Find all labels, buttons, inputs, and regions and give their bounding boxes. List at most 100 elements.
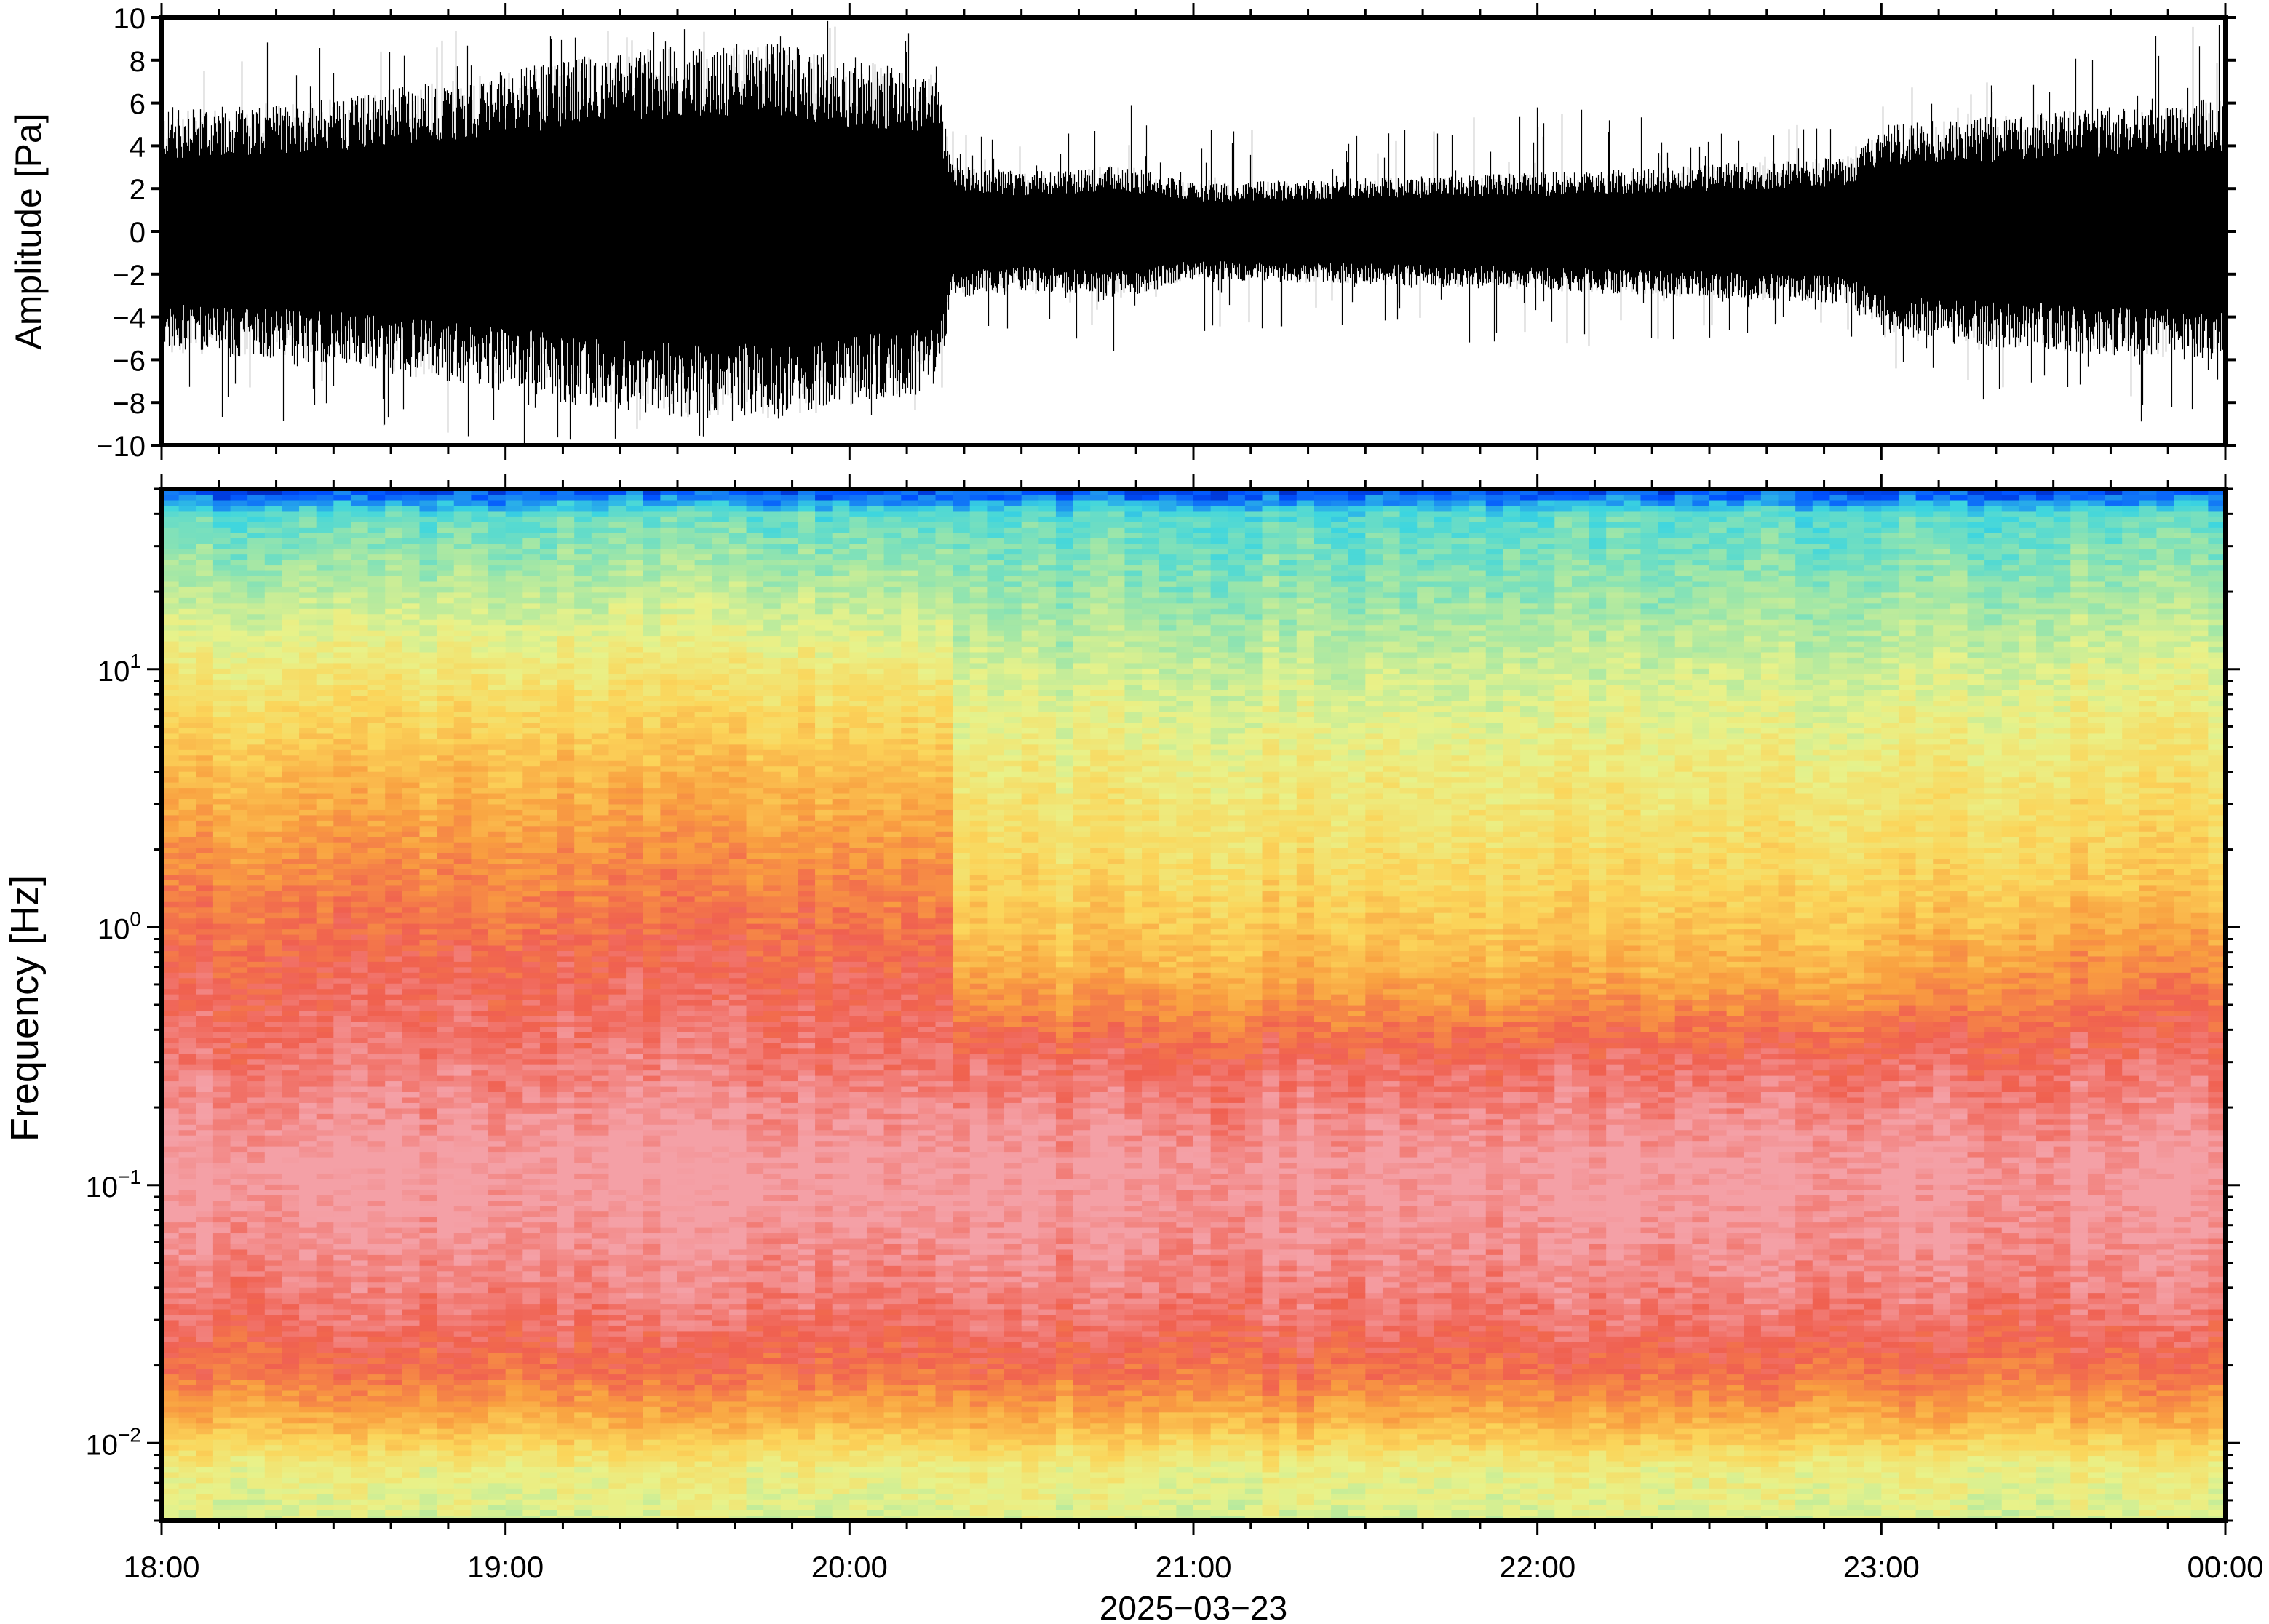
spectrogram-cell xyxy=(574,1135,592,1141)
spectrogram-cell xyxy=(506,1141,523,1147)
spectrogram-cell xyxy=(420,1254,437,1260)
spectrogram-cell xyxy=(557,1254,575,1260)
spectrogram-cell xyxy=(592,972,609,978)
spectrogram-cell xyxy=(282,950,299,956)
spectrogram-cell xyxy=(196,1021,213,1027)
spectrogram-cell xyxy=(265,706,282,712)
spectrogram-cell xyxy=(196,652,213,658)
spectrogram-cell xyxy=(402,1401,420,1407)
spectrogram-cell xyxy=(488,848,506,853)
spectrogram-cell xyxy=(488,733,506,739)
spectrogram-cell xyxy=(196,701,213,706)
spectrogram-cell xyxy=(213,522,231,528)
spectrogram-cell xyxy=(402,978,420,984)
spectrogram-cell xyxy=(317,891,334,896)
spectrogram-cell xyxy=(540,1466,557,1472)
spectrogram-cell xyxy=(162,1168,179,1174)
spectrogram-cell xyxy=(213,674,231,680)
spectrogram-cell xyxy=(247,983,265,989)
spectrogram-cell xyxy=(471,1483,488,1489)
spectrogram-cell xyxy=(368,603,386,609)
spectrogram-cell xyxy=(471,1080,488,1086)
spectrogram-cell xyxy=(368,701,386,706)
spectrogram-cell xyxy=(522,918,540,924)
spectrogram-cell xyxy=(454,978,472,984)
spectrogram-cell xyxy=(454,723,472,728)
spectrogram-cell xyxy=(179,592,196,598)
spectrogram-cell xyxy=(351,527,368,533)
spectrogram-cell xyxy=(506,712,523,717)
spectrogram-cell xyxy=(420,1113,437,1119)
spectrogram-cell xyxy=(247,989,265,995)
spectrogram-cell xyxy=(574,885,592,891)
spectrogram-cell xyxy=(506,581,523,587)
spectrogram-cell xyxy=(471,842,488,848)
spectrogram-cell xyxy=(488,549,506,554)
spectrogram-cell xyxy=(162,1190,179,1195)
spectrogram-cell xyxy=(592,880,609,885)
spectrogram-cell xyxy=(488,619,506,625)
spectrogram-cell xyxy=(471,668,488,674)
spectrogram-cell xyxy=(351,755,368,761)
spectrogram-cell xyxy=(247,1249,265,1255)
spectrogram-cell xyxy=(247,1168,265,1174)
spectrogram-cell xyxy=(574,1309,592,1315)
spectrogram-cell xyxy=(574,1124,592,1130)
spectrogram-cell xyxy=(522,1412,540,1418)
spectrogram-cell xyxy=(282,1211,299,1217)
spectrogram-cell xyxy=(162,500,179,506)
spectrogram-cell xyxy=(471,782,488,788)
spectrogram-cell xyxy=(247,646,265,652)
spectrogram-cell xyxy=(420,1293,437,1299)
spectrogram-cell xyxy=(351,875,368,880)
spectrogram-cell xyxy=(471,853,488,859)
spectrogram-cell xyxy=(333,1108,351,1114)
spectrogram-cell xyxy=(213,912,231,918)
spectrogram-cell xyxy=(282,939,299,945)
spectrogram-cell xyxy=(574,1054,592,1059)
spectrogram-cell xyxy=(471,614,488,620)
spectrogram-cell xyxy=(540,1380,557,1385)
spectrogram-cell xyxy=(574,880,592,885)
spectrogram-cell xyxy=(351,923,368,929)
spectrogram-cell xyxy=(437,1358,454,1364)
spectrogram-cell xyxy=(540,994,557,1000)
spectrogram-cell xyxy=(368,1298,386,1304)
spectrogram-cell xyxy=(557,657,575,663)
spectrogram-cell xyxy=(179,880,196,885)
spectrogram-cell xyxy=(506,565,523,570)
spectrogram-cell xyxy=(506,701,523,706)
spectrogram-cell xyxy=(557,560,575,565)
spectrogram-cell xyxy=(196,1211,213,1217)
spectrogram-cell xyxy=(471,1119,488,1125)
spectrogram-cell xyxy=(196,1043,213,1048)
spectrogram-cell xyxy=(557,1401,575,1407)
spectrogram-cell xyxy=(299,1043,317,1048)
spectrogram-cell xyxy=(351,706,368,712)
spectrogram-cell xyxy=(488,1331,506,1337)
spectrogram-cell xyxy=(454,1466,472,1472)
spectrogram-cell xyxy=(557,869,575,875)
spectrogram-cell xyxy=(420,766,437,772)
spectrogram-cell xyxy=(368,1314,386,1320)
spectrogram-cell xyxy=(247,527,265,533)
spectrogram-cell xyxy=(299,1027,317,1032)
spectrogram-cell xyxy=(420,1130,437,1136)
spectrogram-cell xyxy=(557,619,575,625)
spectrogram-cell xyxy=(282,690,299,696)
spectrogram-cell xyxy=(454,1472,472,1478)
spectrogram-cell xyxy=(179,831,196,837)
spectrogram-cell xyxy=(385,586,402,592)
spectrogram-cell xyxy=(179,749,196,755)
spectrogram-cell xyxy=(540,744,557,750)
spectrogram-cell xyxy=(574,787,592,793)
spectrogram-cell xyxy=(247,1064,265,1070)
spectrogram-cell xyxy=(265,685,282,690)
spectrogram-cell xyxy=(471,901,488,907)
spectrogram-cell xyxy=(368,880,386,885)
spectrogram-cell xyxy=(213,1293,231,1299)
spectrogram-cell xyxy=(179,1146,196,1152)
spectrogram-cell xyxy=(333,1217,351,1222)
spectrogram-cell xyxy=(299,1314,317,1320)
spectrogram-cell xyxy=(522,1064,540,1070)
